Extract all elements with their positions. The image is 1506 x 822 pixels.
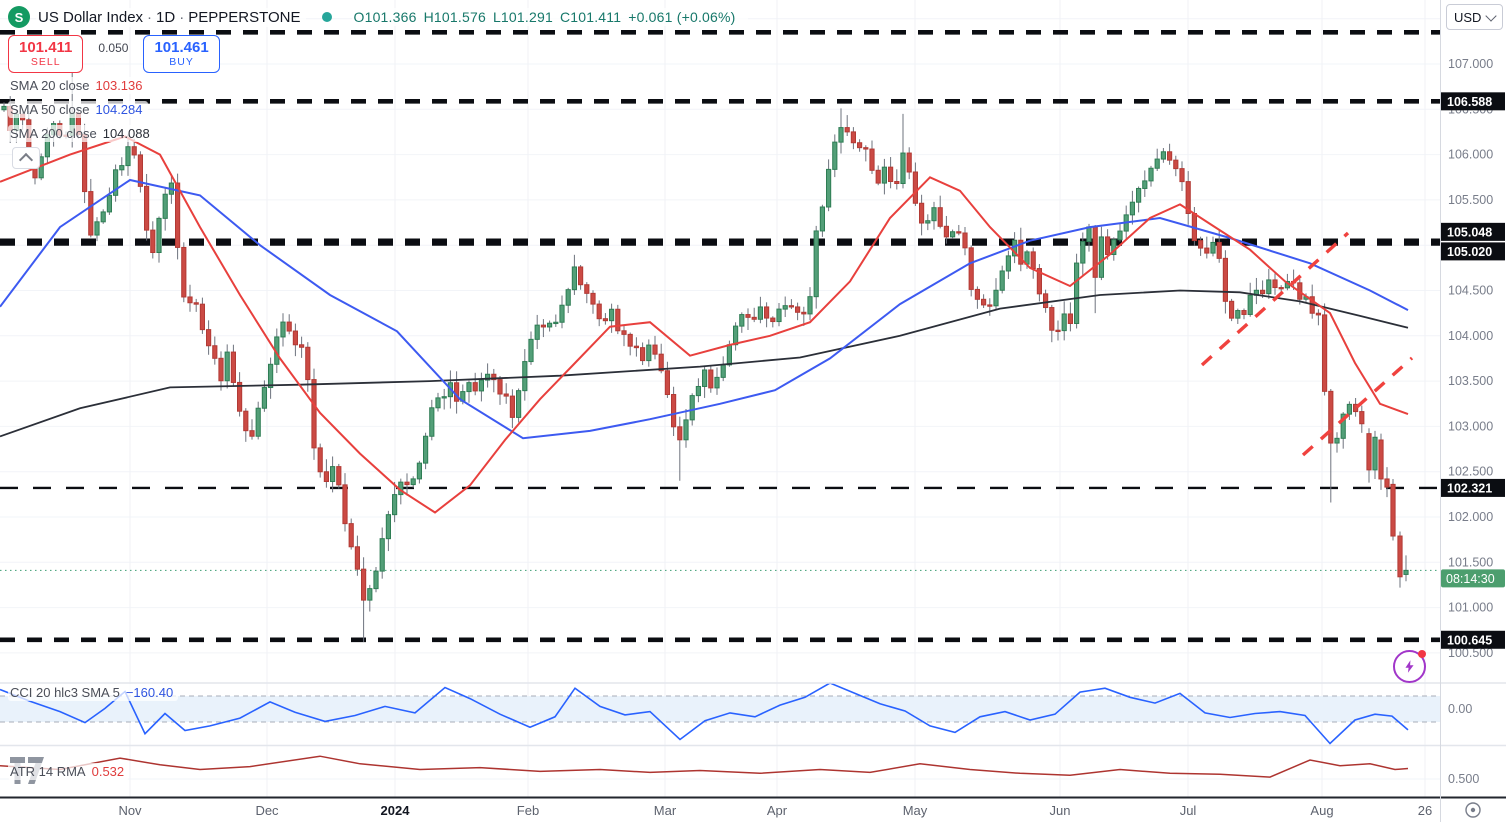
chevron-up-icon [18,152,34,168]
broker-label[interactable]: PEPPERSTONE [188,8,301,26]
currency-value: USD [1454,9,1482,25]
buy-button[interactable]: 101.461 BUY [143,35,220,73]
grid-lines [0,0,1440,797]
svg-text:107.000: 107.000 [1448,57,1493,71]
candlestick-series [1,56,1409,643]
svg-text:26: 26 [1418,803,1432,818]
svg-text:104.000: 104.000 [1448,329,1493,343]
cci-line [0,682,1409,745]
change-value: +0.061 (+0.06%) [628,9,736,25]
trade-panel: 101.411 SELL 0.050 101.461 BUY [8,35,220,73]
symbol-title[interactable]: US Dollar Index [38,8,144,26]
quick-trade-button[interactable] [1393,650,1426,683]
sma-50-line [0,178,1409,440]
svg-text:102.321: 102.321 [1447,481,1492,495]
sell-label: SELL [30,56,61,68]
svg-text:100.645: 100.645 [1447,633,1492,647]
drawn-trendlines [1200,231,1414,457]
svg-text:Feb: Feb [517,803,539,818]
svg-text:103.000: 103.000 [1448,419,1493,433]
currency-dropdown[interactable]: USD [1446,4,1503,30]
svg-text:Dec: Dec [255,803,279,818]
sma200-value: 104.088 [102,126,150,141]
legend-collapse-button[interactable] [12,147,40,169]
buy-label: BUY [169,56,194,68]
title-separator: · [179,8,185,26]
svg-text:104.500: 104.500 [1448,284,1493,298]
svg-text:102.000: 102.000 [1448,510,1493,524]
sell-price: 101.411 [19,39,73,56]
svg-text:May: May [903,803,928,818]
chevron-down-icon [1485,9,1497,22]
notification-dot [1418,650,1426,658]
cci-band [0,695,1440,723]
svg-text:100.500: 100.500 [1448,646,1493,660]
buy-price: 101.461 [154,39,209,56]
cci-value: −160.40 [125,685,174,700]
svg-text:Mar: Mar [654,803,677,818]
bar-countdown-badge: 08:14:30 [1446,572,1495,586]
atr-value: 0.532 [91,764,125,779]
interval-label[interactable]: 1D [156,8,176,26]
svg-text:Jun: Jun [1050,803,1071,818]
price-axis-badges: 106.588 105.048 105.020 102.321 100.645 08:14… [1441,92,1505,649]
sma20-label: SMA 20 close [10,78,90,93]
title-separator: · [147,8,153,26]
svg-text:Aug: Aug [1310,803,1333,818]
svg-text:105.020: 105.020 [1447,245,1492,259]
svg-text:106.588: 106.588 [1447,95,1492,109]
high-value: H101.576 [423,9,486,25]
atr-label: ATR 14 RMA [10,764,86,779]
sell-button[interactable]: 101.411 SELL [8,35,84,73]
timezone-settings-icon[interactable] [1465,802,1481,818]
legend-atr[interactable]: ATR 14 RMA 0.532 [8,763,130,780]
svg-text:105.500: 105.500 [1448,193,1493,207]
low-value: L101.291 [492,9,553,25]
sma200-label: SMA 200 close [10,126,97,141]
price-axis-labels: 107.000106.500106.000105.500104.500104.0… [1448,57,1493,786]
sma-200-line [0,289,1409,438]
close-value: C101.411 [559,9,622,25]
svg-text:Jul: Jul [1180,803,1197,818]
symbol-logo-icon[interactable]: S [8,6,30,28]
sma50-label: SMA 50 close [10,102,90,117]
legend-sma20[interactable]: SMA 20 close 103.136 [8,77,148,94]
svg-text:Nov: Nov [118,803,142,818]
svg-text:0.00: 0.00 [1448,702,1472,716]
open-value: O101.366 [353,9,417,25]
svg-text:Apr: Apr [767,803,788,818]
time-axis-labels: Nov Dec 2024 Feb Mar Apr May Jun Jul Aug 26 [118,803,1432,818]
svg-text:101.500: 101.500 [1448,555,1493,569]
sma20-value: 103.136 [95,78,143,93]
legend-sma50[interactable]: SMA 50 close 104.284 [8,101,148,118]
sma-20-line [0,135,1409,514]
svg-text:105.048: 105.048 [1447,225,1492,239]
legend-cci[interactable]: CCI 20 hlc3 SMA 5 −160.40 [8,684,179,701]
legend-sma200[interactable]: SMA 200 close 104.088 [8,125,155,142]
svg-text:106.000: 106.000 [1448,148,1493,162]
ohlc-readout: O101.366 H101.576 L101.291 C101.411 +0.061 (… [351,8,748,26]
market-status-icon [321,12,332,22]
symbol-header: S US Dollar Index · 1D · PEPPERSTONE O10… [8,6,748,28]
lightning-icon [1405,660,1414,673]
svg-text:101.000: 101.000 [1448,601,1493,615]
sma50-value: 104.284 [95,102,143,117]
svg-text:2024: 2024 [381,803,411,818]
svg-text:102.500: 102.500 [1448,465,1493,479]
atr-line [0,755,1409,778]
svg-text:103.500: 103.500 [1448,374,1493,388]
cci-label: CCI 20 hlc3 SMA 5 [10,685,120,700]
spread-value: 0.050 [98,41,129,55]
svg-text:0.500: 0.500 [1448,772,1479,786]
